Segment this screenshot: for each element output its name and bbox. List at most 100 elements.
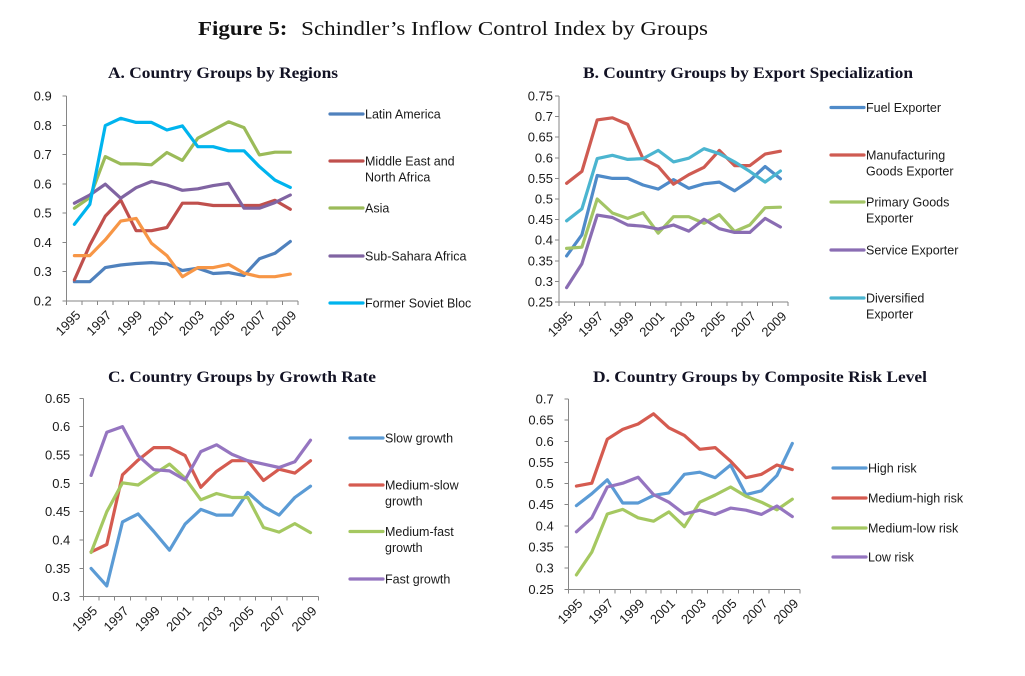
- panel-c-title: C. Country Groups by Growth Rate: [108, 369, 376, 386]
- x-tick-label: 2005: [207, 308, 238, 339]
- legend-label: Exporter: [866, 308, 913, 322]
- legend-item-medium-fast-growth: Medium-fast growth: [348, 525, 454, 555]
- figure-label: Figure 5:: [198, 18, 287, 40]
- legend-label: Service Exporter: [866, 244, 958, 258]
- x-tick-label: 1995: [545, 309, 576, 340]
- x-tick-label: 2009: [770, 596, 801, 627]
- x-tick-label: 2003: [678, 596, 709, 627]
- y-tick-label: 0.35: [528, 540, 553, 555]
- y-tick-label: 0.45: [45, 504, 70, 519]
- y-tick-label: 0.65: [528, 130, 553, 145]
- y-tick-label: 0.5: [34, 206, 52, 221]
- series-line-medium-high-risk: [574, 412, 794, 488]
- y-tick-label: 0.6: [52, 419, 70, 434]
- legend-item-slow-growth: Slow growth: [348, 432, 453, 446]
- panel-a-title: A. Country Groups by Regions: [108, 65, 338, 82]
- x-tick-label: 2007: [740, 596, 771, 627]
- x-tick-label: 2003: [176, 308, 207, 339]
- y-tick-label: 0.4: [536, 518, 554, 533]
- panel-a: 0.2 0.3 0.4 0.5 0.6 0.7 0.8 0.9 1995 1997 1999 2001…: [34, 89, 472, 339]
- legend-item-manufacturing-goods-exporter: Manufacturing Goods Exporter: [829, 149, 954, 179]
- y-tick-label: 0.55: [45, 447, 70, 462]
- series-line-fast-growth: [89, 425, 313, 482]
- y-tick-label: 0.4: [535, 233, 553, 248]
- legend-label: Fuel Exporter: [866, 101, 941, 115]
- legend-item-fast-growth: Fast growth: [348, 573, 450, 587]
- legend-label: Medium-low risk: [868, 522, 959, 536]
- legend-label: High risk: [868, 462, 917, 476]
- y-tick-label: 0.4: [34, 235, 52, 250]
- legend-item-medium-slow-growth: Medium-slow growth: [348, 479, 460, 509]
- x-tick-label: 2007: [257, 603, 288, 634]
- series-line-unlabeled: [72, 216, 292, 279]
- x-tick-label: 2009: [758, 309, 789, 340]
- y-tick-label: 0.4: [52, 533, 70, 548]
- series-line-middle-east-and-north-africa: [72, 198, 292, 282]
- series-line-asia: [72, 120, 292, 210]
- y-tick-label: 0.7: [535, 109, 553, 124]
- legend-label: Latin America: [365, 108, 441, 122]
- figure-title: Figure 5: Schindler’s Inflow Control Ind…: [198, 18, 708, 40]
- series-line-primary-goods-exporter: [564, 197, 783, 250]
- x-tick-label: 2009: [268, 308, 299, 339]
- legend-label: Sub-Sahara Africa: [365, 250, 466, 264]
- legend-label: Medium-slow: [385, 479, 460, 493]
- legend-item-latin-america: Latin America: [328, 108, 441, 122]
- series-line-manufacturing-goods-exporter: [564, 116, 783, 186]
- y-tick-label: 0.6: [535, 150, 553, 165]
- series-line-service-exporter: [564, 213, 783, 290]
- series-line-medium-slow-growth: [89, 446, 313, 554]
- x-tick-label: 1995: [69, 603, 100, 634]
- legend-label: Diversified: [866, 292, 924, 306]
- panel-d-title: D. Country Groups by Composite Risk Leve…: [593, 369, 928, 386]
- panel-c: 0.3 0.35 0.4 0.45 0.5 0.55 0.6 0.65 1995 1997 1999…: [45, 391, 460, 634]
- x-tick-label: 1997: [101, 603, 132, 634]
- x-tick-label: 2001: [145, 308, 176, 339]
- series-line-medium-fast-growth: [89, 462, 313, 555]
- legend-item-primary-goods-exporter: Primary Goods Exporter: [829, 196, 949, 226]
- legend-label: growth: [385, 495, 423, 509]
- x-tick-label: 2005: [697, 309, 728, 340]
- y-tick-label: 0.7: [34, 147, 52, 162]
- legend-label: growth: [385, 541, 423, 555]
- x-tick-label: 1995: [52, 308, 83, 339]
- y-tick-label: 0.25: [528, 295, 553, 310]
- x-tick-label: 2001: [163, 603, 194, 634]
- legend-label: Exporter: [866, 212, 913, 226]
- y-tick-label: 0.75: [528, 89, 553, 104]
- panel-b-title: B. Country Groups by Export Specializati…: [583, 65, 913, 82]
- x-tick-label: 1997: [83, 308, 114, 339]
- legend: High risk Medium-high risk Medium-low risk…: [831, 462, 964, 565]
- x-tick-label: 2007: [238, 308, 269, 339]
- legend-item-low-risk: Low risk: [831, 551, 915, 565]
- y-tick-label: 0.5: [536, 476, 554, 491]
- x-tick-label: 2001: [636, 309, 667, 340]
- figure-title-text: Schindler’s Inflow Control Index by Grou…: [301, 18, 708, 40]
- y-tick-label: 0.6: [536, 434, 554, 449]
- y-tick-label: 0.7: [536, 392, 554, 407]
- legend: Fuel Exporter Manufacturing Goods Exporter…: [829, 101, 958, 322]
- legend-label: Asia: [365, 202, 389, 216]
- x-tick-label: 1999: [114, 308, 145, 339]
- legend-item-medium-low-risk: Medium-low risk: [831, 522, 959, 536]
- series-line-former-soviet-bloc: [72, 116, 292, 226]
- legend-item-middle-east-and-north-africa: Middle East and North Africa: [328, 155, 455, 185]
- x-tick-label: 2005: [226, 603, 257, 634]
- series-line-slow-growth: [89, 484, 313, 588]
- legend-label: Fast growth: [385, 573, 450, 587]
- legend: Latin America Middle East and North Africa…: [328, 108, 471, 311]
- x-tick-label: 1999: [606, 309, 637, 340]
- legend-item-service-exporter: Service Exporter: [829, 244, 958, 258]
- x-tick-label: 1997: [585, 596, 616, 627]
- y-tick-label: 0.5: [535, 192, 553, 207]
- legend-item-asia: Asia: [328, 202, 389, 216]
- legend-label: Primary Goods: [866, 196, 949, 210]
- y-tick-label: 0.55: [528, 455, 553, 470]
- legend-item-high-risk: High risk: [831, 462, 917, 476]
- legend-item-former-soviet-bloc: Former Soviet Bloc: [328, 297, 471, 311]
- series-line-low-risk: [574, 475, 794, 534]
- y-tick-label: 0.65: [45, 391, 70, 406]
- y-tick-label: 0.2: [34, 294, 52, 309]
- legend-label: North Africa: [365, 171, 430, 185]
